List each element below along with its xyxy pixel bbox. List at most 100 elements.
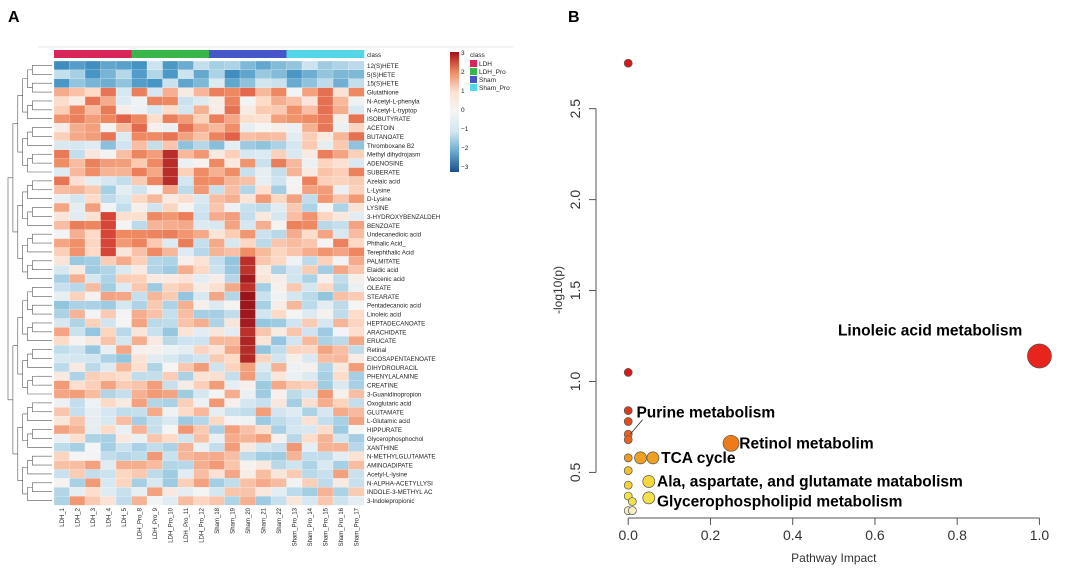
dendrogram-branch [27,264,33,279]
heatmap-cell [270,60,287,71]
heatmap-cell [177,273,194,284]
heatmap-cell [84,442,101,453]
heatmap-cell [301,291,318,302]
heatmap-cell [239,495,256,506]
heatmap-cell [162,69,179,80]
heatmap-cell [348,123,365,133]
heatmap-cell [270,389,287,399]
x-tick-label: 0.0 [618,527,638,543]
heatmap-cell [286,220,303,231]
column-label: LDH_Pro_8 [138,507,144,539]
heatmap-cell [224,371,241,382]
heatmap-cell [208,416,225,426]
heatmap-cell [53,433,70,444]
heatmap-cell [131,433,148,444]
heatmap-cell [208,105,225,115]
heatmap-cell [193,318,210,328]
heatmap-cell [131,336,148,346]
heatmap-cell [317,336,334,346]
x-tick-label: 0.6 [865,527,885,543]
heatmap-cell [348,229,365,240]
heatmap-cell [270,273,287,284]
heatmap-cell [69,460,86,470]
heatmap-cell [301,345,318,355]
annotation-leader [629,419,643,435]
column-label: Sham_19 [231,507,237,533]
class-bar-cell [147,50,163,58]
heatmap-cell [146,176,163,186]
heatmap-cell [193,300,210,311]
heatmap-cell [115,140,132,151]
heatmap-cell [317,407,334,417]
heatmap-cell [239,389,256,399]
heatmap-cell [286,140,303,151]
row-label: BENZOATE [367,223,400,230]
heatmap-cell [162,362,179,373]
heatmap-cell [286,87,303,97]
heatmap-cell [208,345,225,355]
heatmap-cell [348,140,365,151]
heatmap-cell [348,336,365,346]
heatmap-cell [348,362,365,373]
heatmap-cell [177,167,194,177]
row-label: N-METHYLGLUTAMATE [367,454,436,461]
heatmap-cell [255,469,272,479]
heatmap-cell [162,78,179,89]
heatmap-cell [131,265,148,275]
heatmap-cell [115,371,132,382]
pathway-annotation: TCA cycle [661,450,736,467]
heatmap-cell [84,389,101,399]
heatmap-cell [162,433,179,444]
heatmap-cell [317,96,334,106]
heatmap-cell [84,265,101,275]
heatmap-colorbar: 3 2 1 0 −1 −2 −3 [450,50,469,172]
legend-label: Sham_Pro [479,85,510,92]
heatmap-cell [224,433,241,444]
heatmap-cell [193,478,210,488]
heatmap-cell [208,291,225,302]
column-label: Sham_Pro_14 [308,507,314,546]
heatmap-cell [270,416,287,426]
heatmap-cell [53,309,70,319]
heatmap-cell [193,158,210,168]
pathway-annotation: Purine metabolism [636,404,775,421]
dendrogram-branch [32,304,38,315]
heatmap-cell [84,407,101,417]
heatmap-cell [177,416,194,426]
heatmap-cell [255,336,272,346]
heatmap-cell [332,114,349,124]
heatmap-cell [193,60,210,71]
heatmap-cell [84,362,101,373]
heatmap-cell [224,87,241,97]
heatmap-cell [84,158,101,168]
heatmap-cell [348,460,365,470]
heatmap-cell [53,60,70,71]
heatmap-cell [208,123,225,133]
heatmap-cell [332,140,349,151]
heatmap-cell [332,149,349,160]
dendrogram-branch [32,287,38,297]
heatmap-cell [224,318,241,328]
colorbar-tick: −1 [461,126,469,133]
heatmap-cell [301,123,318,133]
heatmap-cell [239,442,256,453]
heatmap-cell [177,389,194,399]
heatmap-cell [255,345,272,355]
heatmap-cell [332,123,349,133]
heatmap-cell [224,247,241,257]
heatmap-cell [208,380,225,390]
row-label: ISOBUTYRATE [367,116,410,123]
heatmap-cell [301,398,318,408]
row-label: Glycerophosphochol [367,436,423,443]
heatmap-cell [224,220,241,231]
dendrogram-branch [32,100,38,111]
heatmap-cell [208,131,225,142]
column-label: Sham_Pro_17 [355,507,361,546]
heatmap-cell [131,247,148,257]
heatmap-cell [270,123,287,133]
heatmap-cell [332,362,349,373]
colorbar-tick: 2 [461,69,465,76]
heatmap-cell [193,167,210,177]
heatmap-cell [270,460,287,470]
heatmap-cell [193,247,210,257]
